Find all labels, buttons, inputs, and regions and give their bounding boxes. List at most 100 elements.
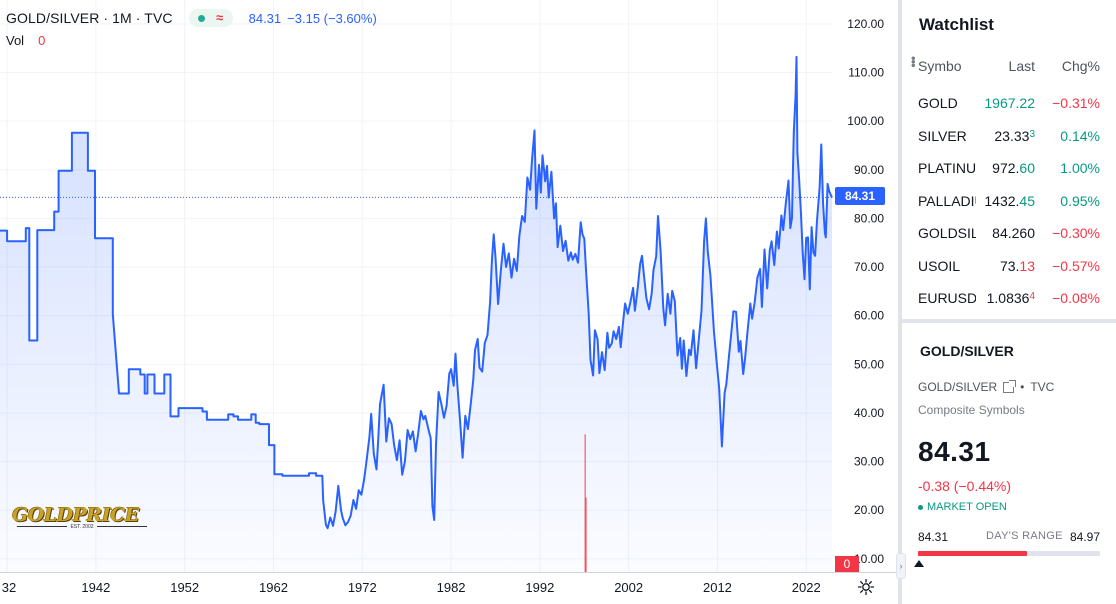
- x-tick-label: 1952: [170, 580, 199, 595]
- goldprice-logo: GOLDPRICE EST. 2002: [12, 504, 157, 532]
- market-open-icon: [918, 504, 923, 510]
- series-line: [0, 55, 833, 530]
- watchlist-change: 0.95%: [1060, 192, 1100, 209]
- price-chart[interactable]: 120.00 110.00 100.00 90.00 80.00 70.00 60.00 50…: [0, 0, 898, 604]
- watchlist-symbol: PALLADIUM: [918, 192, 976, 209]
- watchlist-last-fraction: 4: [1029, 291, 1035, 302]
- x-tick-label: 1982: [437, 580, 466, 595]
- y-tick-label: 30.00: [854, 455, 884, 469]
- watchlist-last: 1.08364: [987, 290, 1035, 306]
- watchlist-header: ••• Symbo Last Chg%: [902, 54, 1116, 78]
- watchlist-last: 84.260: [992, 225, 1035, 241]
- symbol-title[interactable]: GOLD/SILVER · 1M · TVC: [6, 10, 173, 26]
- watchlist-symbol: GOLD: [918, 95, 958, 111]
- watchlist-last: 972.60: [992, 160, 1035, 176]
- watchlist-last: 23.333: [994, 128, 1035, 144]
- volume-tag: 0: [835, 556, 859, 572]
- watchlist-row[interactable]: EURUSD 1.08364 −0.08%: [902, 281, 1116, 314]
- y-tick-label: 120.00: [847, 17, 884, 31]
- watchlist-symbol: USOIL: [918, 257, 961, 274]
- y-tick-label: 50.00: [854, 357, 884, 371]
- watchlist-row[interactable]: PALLADIUM 1432.45 0.95%: [902, 184, 1116, 217]
- range-marker-icon: [914, 560, 924, 567]
- watchlist-last: 73.13: [1000, 258, 1035, 274]
- watchlist-symbol: GOLDSILVER: [918, 225, 976, 241]
- watchlist-last-main: 23.33: [994, 127, 1030, 144]
- watchlist-symbol: PLATINUM: [918, 160, 976, 176]
- range-high: 84.97: [1069, 530, 1100, 544]
- x-tick-label: 2012: [703, 580, 732, 595]
- details-change: -0.38 (−0.44%): [918, 478, 1011, 494]
- legend-change: −3.15 (−3.60%): [287, 10, 377, 26]
- details-title: GOLD/SILVER: [920, 343, 1014, 359]
- x-tick-label: 2022: [792, 580, 821, 595]
- panel-separator: [902, 319, 1116, 323]
- market-open-dot-icon: [198, 14, 206, 22]
- watchlist-last-main: 73.13: [999, 257, 1035, 274]
- details-symbol-row: GOLD/SILVER • TVC: [918, 379, 1055, 394]
- range-label: DAY'S RANGE: [986, 530, 1063, 542]
- y-tick-label: 40.00: [854, 406, 884, 420]
- market-status-badge[interactable]: ≈: [188, 9, 233, 27]
- watchlist-change: −0.57%: [1052, 257, 1100, 274]
- watchlist-row[interactable]: GOLD 1967.22 −0.31%: [902, 86, 1116, 119]
- days-range-fill: [918, 551, 1028, 556]
- external-link-icon[interactable]: [1003, 379, 1017, 393]
- watchlist-last: 1432.45: [984, 193, 1035, 209]
- watchlist-last-main: 1432.45: [984, 192, 1035, 209]
- chart-pane[interactable]: 120.00 110.00 100.00 90.00 80.00 70.00 60.00 50…: [0, 0, 898, 604]
- market-status-text: MARKET OPEN: [927, 501, 1007, 513]
- volume-legend[interactable]: Vol 0: [6, 33, 45, 48]
- delay-wave-icon: ≈: [215, 10, 224, 25]
- x-tick-label: 1942: [81, 580, 110, 595]
- legend-price: 84.31: [248, 10, 282, 26]
- x-tick-label: 2002: [614, 580, 643, 595]
- watchlist-row[interactable]: PLATINUM 972.60 1.00%: [902, 151, 1116, 184]
- details-price: 84.31: [918, 436, 991, 467]
- watchlist-symbol: SILVER: [918, 127, 967, 144]
- watchlist-rows: GOLD 1967.22 −0.31% SILVER 23.333 0.14% PLATIN…: [902, 86, 1116, 314]
- column-last[interactable]: Last: [1008, 58, 1035, 74]
- y-tick-label: 100.00: [847, 114, 884, 128]
- y-tick-label: 60.00: [854, 309, 884, 323]
- collapse-panel-button[interactable]: ›: [896, 553, 906, 579]
- watchlist-row[interactable]: USOIL 73.13 −0.57%: [902, 249, 1116, 282]
- watchlist-last-main: 972.60: [992, 160, 1035, 176]
- y-tick-label: 10.00: [854, 552, 884, 566]
- column-chg[interactable]: Chg%: [1061, 58, 1100, 74]
- y-tick-label: 90.00: [854, 163, 884, 177]
- x-tick-label: 1992: [525, 580, 554, 595]
- watchlist-row[interactable]: SILVER 23.333 0.14%: [902, 119, 1116, 152]
- watchlist-last-main: 84.260: [992, 225, 1035, 241]
- y-tick-label: 110.00: [848, 65, 884, 79]
- watchlist-last: 1967.22: [984, 95, 1035, 111]
- right-panel: Watchlist ••• Symbo Last Chg% GOLD 1967.2…: [902, 0, 1116, 604]
- watchlist-title[interactable]: Watchlist: [919, 15, 994, 34]
- logo-text: GOLDPRICE: [12, 504, 139, 526]
- details-exchange: TVC: [1030, 380, 1055, 394]
- details-symbol[interactable]: GOLD/SILVER: [918, 380, 998, 394]
- watchlist-row[interactable]: GOLDSILVER 84.260 −0.30%: [902, 216, 1116, 249]
- watchlist-change: 0.14%: [1060, 127, 1100, 144]
- watchlist-last-main: 1.0836: [986, 290, 1030, 306]
- column-symbol[interactable]: Symbo: [918, 58, 962, 74]
- watchlist-last-main: 1967.22: [984, 95, 1035, 111]
- days-range-bar: [918, 551, 1100, 556]
- details-separator: •: [1020, 380, 1025, 394]
- gear-icon[interactable]: [855, 576, 877, 598]
- y-tick-label: 70.00: [854, 260, 884, 274]
- volume-bar: [585, 497, 587, 572]
- drag-handle-icon[interactable]: •••: [906, 56, 921, 67]
- volume-value: 0: [38, 33, 46, 48]
- watchlist-last-fraction: 3: [1029, 128, 1035, 140]
- watchlist-change: 1.00%: [1060, 160, 1100, 176]
- area-fill: [0, 56, 832, 572]
- x-tick-label: 32: [2, 580, 16, 595]
- volume-label: Vol: [6, 33, 25, 48]
- gear-icon-graphic: [857, 578, 875, 596]
- watchlist-change: −0.31%: [1052, 95, 1100, 111]
- details-subtitle: Composite Symbols: [918, 403, 1025, 417]
- x-tick-label: 1972: [348, 580, 377, 595]
- watchlist-change: −0.30%: [1052, 225, 1100, 241]
- panel-divider[interactable]: [898, 0, 902, 604]
